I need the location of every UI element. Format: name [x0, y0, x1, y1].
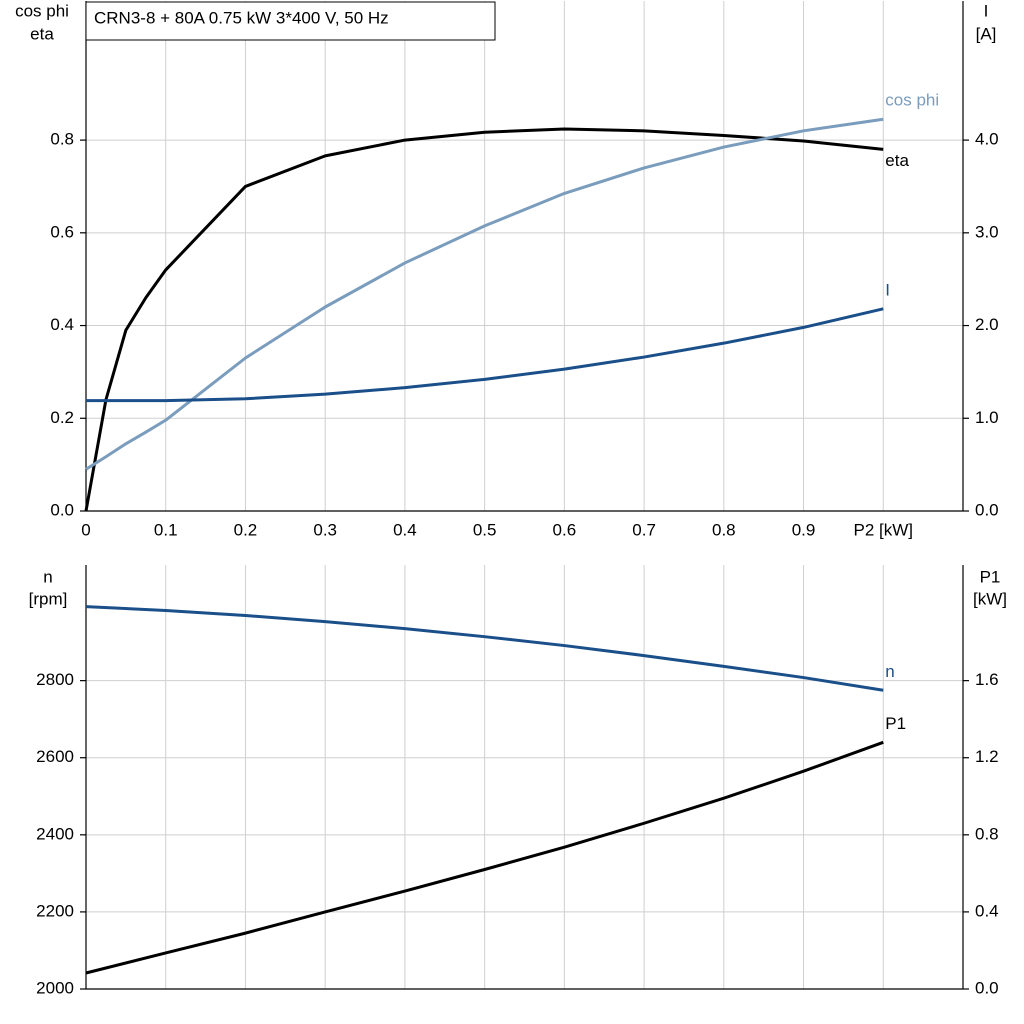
x-tick-label: P2 [kW]: [854, 520, 914, 539]
y2-axis-title: [kW]: [973, 589, 1007, 608]
y2-tick-label: 3.0: [975, 222, 999, 241]
x-tick-label: 0.3: [313, 520, 337, 539]
y-tick-label: 0.6: [50, 222, 74, 241]
y2-tick-label: 0.0: [975, 978, 999, 997]
x-tick-label: 0.8: [712, 520, 736, 539]
x-tick-label: 0.1: [154, 520, 178, 539]
x-tick-label: 0: [81, 520, 90, 539]
y2-tick-label: 0.4: [975, 901, 999, 920]
y-tick-label: 2600: [36, 747, 74, 766]
chart-title: CRN3-8 + 80A 0.75 kW 3*400 V, 50 Hz: [94, 8, 389, 27]
y2-tick-label: 4.0: [975, 130, 999, 149]
y-tick-label: 2200: [36, 901, 74, 920]
y2-axis-title: [A]: [976, 24, 997, 43]
title-box: [85, 1, 496, 41]
x-tick-label: 0.9: [792, 520, 816, 539]
series-line: [85, 605, 884, 692]
y-tick-label: 0.8: [50, 130, 74, 149]
y-axis-title: [rpm]: [29, 589, 68, 608]
x-tick-label: 0.4: [393, 520, 417, 539]
y2-tick-label: 0.0: [975, 500, 999, 519]
series-label: eta: [885, 151, 909, 170]
series-label: cos phi: [885, 91, 939, 110]
y-axis-title: cos phi: [15, 1, 69, 20]
y2-tick-label: 0.8: [975, 824, 999, 843]
series-label: n: [885, 662, 894, 681]
y-tick-label: 0.2: [50, 408, 74, 427]
y2-tick-label: 1.2: [975, 747, 999, 766]
y2-axis-title: P1: [980, 567, 1001, 586]
series-line: [85, 117, 884, 471]
series-label: I: [885, 280, 890, 299]
y2-axis-title: I: [984, 1, 989, 20]
y-tick-label: 2400: [36, 824, 74, 843]
y-tick-label: 2000: [36, 978, 74, 997]
y-tick-label: 0.0: [50, 500, 74, 519]
x-tick-label: 0.6: [553, 520, 577, 539]
y2-tick-label: 1.0: [975, 408, 999, 427]
y-axis-title: eta: [30, 24, 54, 43]
y2-tick-label: 1.6: [975, 670, 999, 689]
series-label: P1: [885, 714, 906, 733]
series-line: [86, 307, 884, 403]
y2-tick-label: 2.0: [975, 315, 999, 334]
x-tick-label: 0.5: [473, 520, 497, 539]
y-tick-label: 2800: [36, 670, 74, 689]
y-axis-title: n: [43, 567, 52, 586]
x-tick-label: 0.7: [632, 520, 656, 539]
x-tick-label: 0.2: [234, 520, 258, 539]
series-line: [85, 740, 884, 975]
y-tick-label: 0.4: [50, 315, 74, 334]
series-line: [84, 127, 884, 512]
